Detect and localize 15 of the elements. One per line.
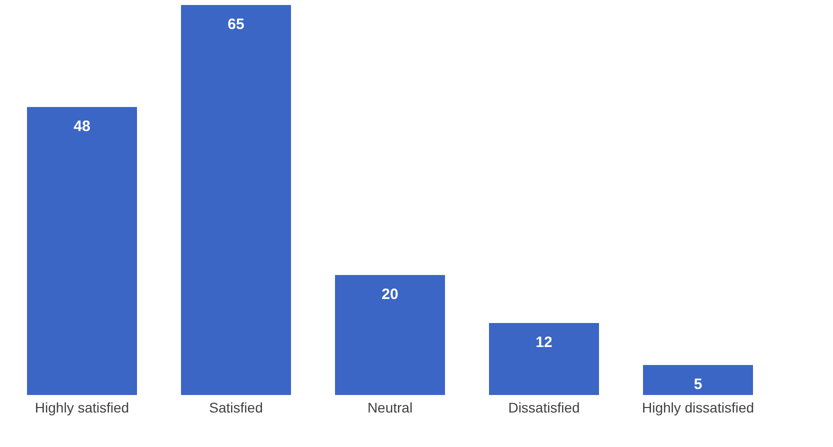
data-label: 20 <box>382 286 398 303</box>
x-tick-label: Highly satisfied <box>34 400 130 416</box>
data-label: 5 <box>694 376 702 393</box>
x-tick-label: Neutral <box>367 400 413 416</box>
data-label: 48 <box>74 118 90 135</box>
data-label: 65 <box>228 16 244 33</box>
bar <box>27 107 137 395</box>
bar <box>643 365 753 395</box>
x-tick-label: Dissatisfied <box>508 400 580 416</box>
bar <box>181 5 291 395</box>
bar <box>335 275 445 395</box>
data-label: 12 <box>536 334 552 351</box>
bar <box>489 323 599 395</box>
x-tick-label: Satisfied <box>209 400 263 416</box>
x-tick-label: Highly dissatisfied <box>642 400 754 416</box>
